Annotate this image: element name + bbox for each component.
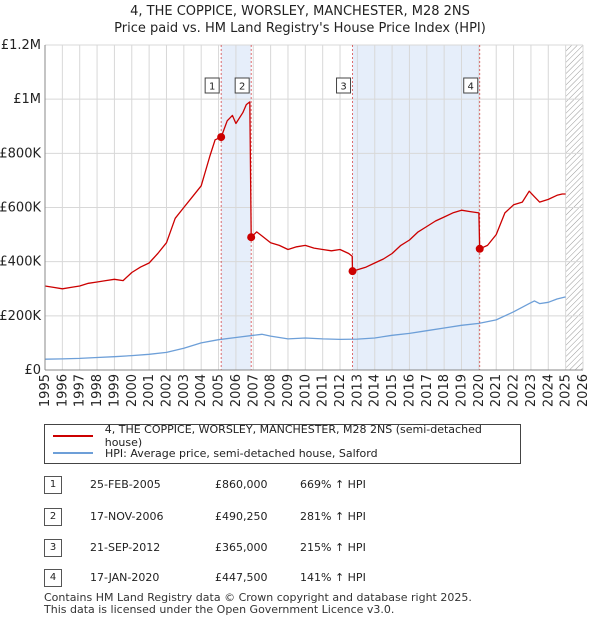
x-tick-label: 1997 bbox=[73, 374, 88, 407]
transaction-date: 17-JAN-2020 bbox=[90, 571, 160, 584]
x-tick-label: 2001 bbox=[142, 374, 157, 407]
transaction-date: 21-SEP-2012 bbox=[90, 541, 161, 554]
sale-marker-box bbox=[463, 77, 479, 94]
legend: 4, THE COPPICE, WORSLEY, MANCHESTER, M28… bbox=[44, 423, 521, 464]
transaction-number: 4 bbox=[44, 569, 62, 587]
x-tick-label: 2012 bbox=[333, 374, 348, 407]
x-tick-label: 2025 bbox=[559, 374, 574, 407]
x-tick-label: 2002 bbox=[159, 374, 174, 407]
x-tick-label: 2017 bbox=[420, 374, 435, 407]
y-tick-label: £200K bbox=[0, 309, 41, 324]
transaction-change: 141% ↑ HPI bbox=[300, 571, 366, 584]
legend-swatch-property bbox=[53, 435, 93, 437]
x-tick-label: 1998 bbox=[90, 374, 105, 407]
x-tick-label: 2026 bbox=[576, 374, 591, 407]
x-tick-label: 2013 bbox=[350, 374, 365, 407]
x-tick-label: 2005 bbox=[212, 374, 227, 407]
sale-point bbox=[217, 133, 226, 142]
x-tick-label: 2016 bbox=[402, 374, 417, 407]
x-tick-label: 2014 bbox=[368, 374, 383, 407]
legend-item-property: 4, THE COPPICE, WORSLEY, MANCHESTER, M28… bbox=[53, 423, 520, 449]
transaction-price: £490,250 bbox=[215, 510, 268, 523]
transaction-date: 25-FEB-2005 bbox=[90, 478, 161, 491]
x-tick-label: 1995 bbox=[38, 374, 53, 407]
transaction-price: £447,500 bbox=[215, 571, 268, 584]
sale-marker-label: 3 bbox=[340, 82, 346, 93]
sale-marker-box bbox=[204, 77, 220, 94]
x-tick-label: 2023 bbox=[524, 374, 539, 407]
y-tick-label: £400K bbox=[0, 255, 41, 270]
sale-point bbox=[348, 267, 357, 276]
x-tick-label: 2007 bbox=[246, 374, 261, 407]
x-tick-label: 2018 bbox=[437, 374, 452, 407]
y-tick-label: £0 bbox=[24, 363, 41, 378]
x-tick-label: 2004 bbox=[194, 374, 209, 407]
footer-licence: This data is licensed under the Open Gov… bbox=[44, 603, 395, 616]
y-tick-label: £1.2M bbox=[1, 38, 41, 53]
x-tick-label: 2022 bbox=[507, 374, 522, 407]
hpi-line bbox=[44, 296, 566, 360]
chart-title: 4, THE COPPICE, WORSLEY, MANCHESTER, M28… bbox=[130, 4, 470, 19]
x-tick-label: 2024 bbox=[541, 374, 556, 407]
y-tick-label: £800K bbox=[0, 146, 41, 161]
sale-point bbox=[475, 244, 484, 253]
sale-point bbox=[247, 233, 256, 242]
x-tick-label: 2008 bbox=[264, 374, 279, 407]
y-tick-label: £1M bbox=[13, 92, 41, 107]
x-tick-label: 2006 bbox=[229, 374, 244, 407]
transaction-price: £365,000 bbox=[215, 541, 268, 554]
x-tick-label: 2015 bbox=[385, 374, 400, 407]
x-tick-label: 2021 bbox=[489, 374, 504, 407]
legend-item-hpi: HPI: Average price, semi-detached house,… bbox=[53, 444, 378, 462]
x-tick-label: 2009 bbox=[281, 374, 296, 407]
x-tick-label: 2019 bbox=[455, 374, 470, 407]
sale-marker-box bbox=[234, 77, 250, 94]
transaction-number: 1 bbox=[44, 476, 62, 494]
x-tick-label: 1999 bbox=[107, 374, 122, 407]
chart-subtitle: Price paid vs. HM Land Registry's House … bbox=[114, 21, 486, 36]
y-tick-label: £600K bbox=[0, 201, 41, 216]
transaction-change: 215% ↑ HPI bbox=[300, 541, 366, 554]
transaction-number: 3 bbox=[44, 539, 62, 557]
x-tick-label: 2011 bbox=[316, 374, 331, 407]
sale-marker-box bbox=[336, 77, 352, 94]
x-tick-label: 2000 bbox=[125, 374, 140, 407]
transaction-change: 281% ↑ HPI bbox=[300, 510, 366, 523]
transaction-price: £860,000 bbox=[215, 478, 268, 491]
transaction-date: 17-NOV-2006 bbox=[90, 510, 164, 523]
x-tick-label: 2020 bbox=[472, 374, 487, 407]
x-tick-label: 2010 bbox=[298, 374, 313, 407]
x-tick-label: 1996 bbox=[55, 374, 70, 407]
legend-swatch-hpi bbox=[53, 452, 93, 454]
sale-marker-label: 1 bbox=[209, 82, 215, 93]
sale-marker-label: 2 bbox=[239, 82, 245, 93]
sale-marker-label: 4 bbox=[468, 82, 474, 93]
transaction-change: 669% ↑ HPI bbox=[300, 478, 366, 491]
transaction-number: 2 bbox=[44, 508, 62, 526]
legend-label-hpi: HPI: Average price, semi-detached house,… bbox=[105, 446, 378, 460]
legend-label-property: 4, THE COPPICE, WORSLEY, MANCHESTER, M28… bbox=[104, 423, 482, 449]
x-tick-label: 2003 bbox=[177, 374, 192, 407]
footer-copyright: Contains HM Land Registry data © Crown c… bbox=[44, 591, 472, 604]
